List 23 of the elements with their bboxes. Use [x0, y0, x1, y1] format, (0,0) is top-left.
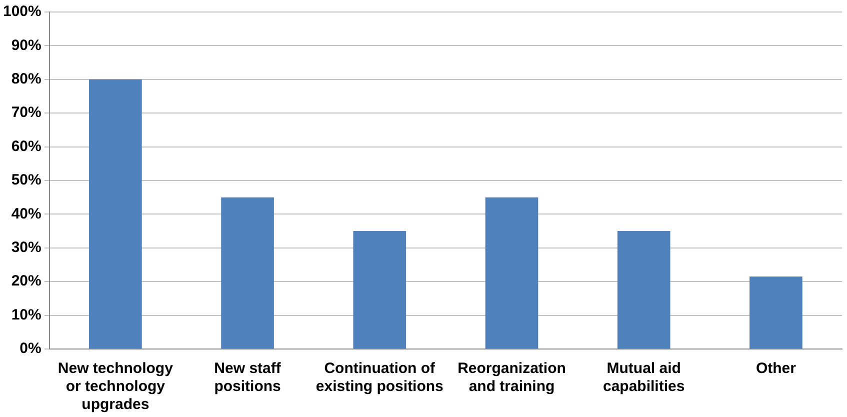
y-tick-label: 90% — [11, 36, 42, 54]
y-tick-label: 40% — [11, 205, 42, 222]
bar — [750, 276, 802, 348]
x-tick-label: New technology or technology upgrades — [58, 360, 174, 414]
x-tick-label: Other — [756, 360, 796, 378]
y-tick-label: 20% — [11, 272, 42, 290]
bar — [88, 79, 142, 348]
y-tick-label: 100% — [2, 3, 42, 20]
y-tick-label: 60% — [11, 138, 42, 155]
x-tick-label: Reorganization and training — [458, 360, 566, 396]
bar — [485, 197, 538, 348]
bar — [617, 231, 670, 348]
y-tick-label: 10% — [11, 306, 42, 324]
x-tick-label: Mutual aid capabilities — [602, 360, 685, 396]
x-tick-label: New staff positions — [214, 360, 282, 396]
y-tick-label: 50% — [11, 172, 42, 189]
x-tick-label: Continuation of existing positions — [316, 360, 444, 396]
y-tick-label: 30% — [11, 239, 42, 256]
y-tick-label: 80% — [11, 70, 42, 88]
bar — [221, 197, 274, 348]
y-tick-label: 0% — [20, 340, 42, 358]
bar — [353, 231, 406, 348]
y-tick-label: 70% — [11, 104, 42, 122]
